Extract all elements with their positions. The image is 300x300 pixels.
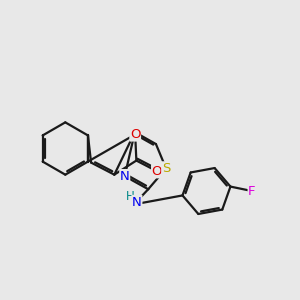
Text: N: N	[120, 170, 130, 183]
Text: S: S	[162, 162, 170, 175]
Text: F: F	[248, 184, 256, 197]
Text: N: N	[132, 196, 142, 208]
Text: O: O	[130, 128, 140, 141]
Text: H: H	[126, 190, 135, 203]
Text: O: O	[152, 165, 162, 178]
